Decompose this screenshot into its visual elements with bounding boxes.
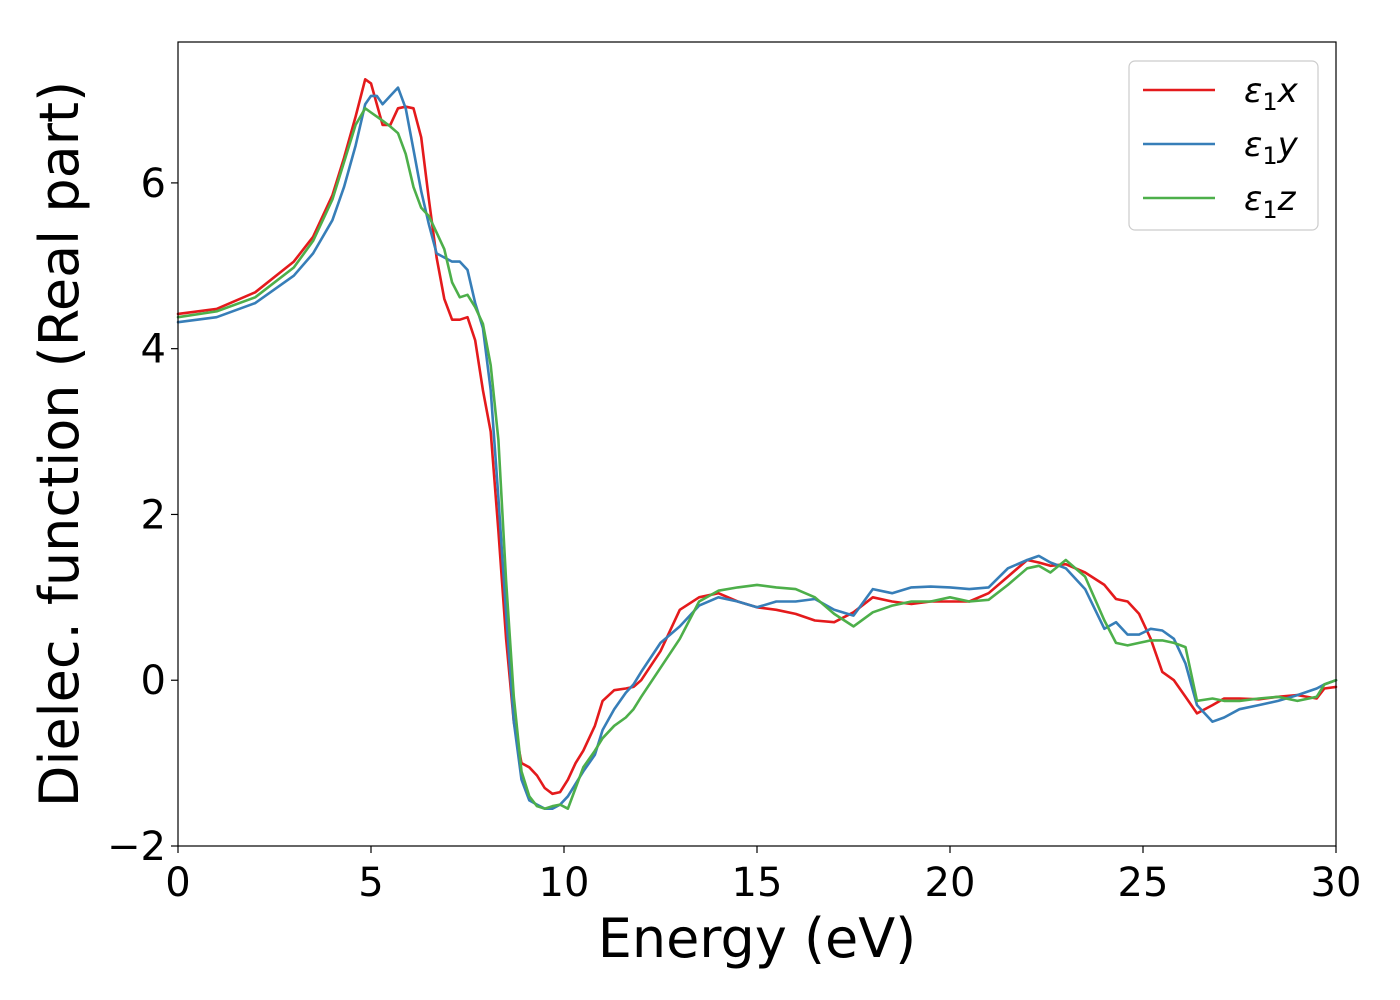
legend-label-z: ε1z — [1244, 179, 1297, 224]
y-tick-label: 6 — [141, 161, 166, 207]
y-axis-ticks: −2 0 2 4 6 — [107, 161, 178, 870]
y-tick-label: 2 — [141, 492, 166, 538]
series-layer — [176, 78, 1338, 810]
x-tick-label: 30 — [1311, 860, 1362, 906]
legend-label-x: ε1x — [1244, 71, 1299, 116]
series-line-z — [176, 107, 1338, 810]
x-axis-ticks: 0 5 10 15 20 25 30 — [165, 846, 1361, 906]
y-tick-label: 0 — [141, 658, 166, 704]
x-tick-label: 5 — [358, 860, 383, 906]
x-tick-label: 15 — [732, 860, 783, 906]
x-tick-label: 20 — [925, 860, 976, 906]
x-axis-label: Energy (eV) — [598, 907, 917, 970]
legend: ε1x ε1y ε1z — [1128, 60, 1319, 231]
legend-box — [1128, 60, 1319, 231]
x-tick-label: 0 — [165, 860, 190, 906]
y-tick-label: −2 — [107, 824, 166, 870]
x-tick-label: 10 — [539, 860, 590, 906]
legend-label-y: ε1y — [1244, 125, 1299, 170]
y-axis-label: Dielec. function (Real part) — [28, 81, 91, 807]
series-line-x — [176, 78, 1338, 796]
series-line-y — [176, 86, 1338, 810]
y-tick-label: 4 — [141, 327, 166, 373]
x-tick-label: 25 — [1118, 860, 1169, 906]
